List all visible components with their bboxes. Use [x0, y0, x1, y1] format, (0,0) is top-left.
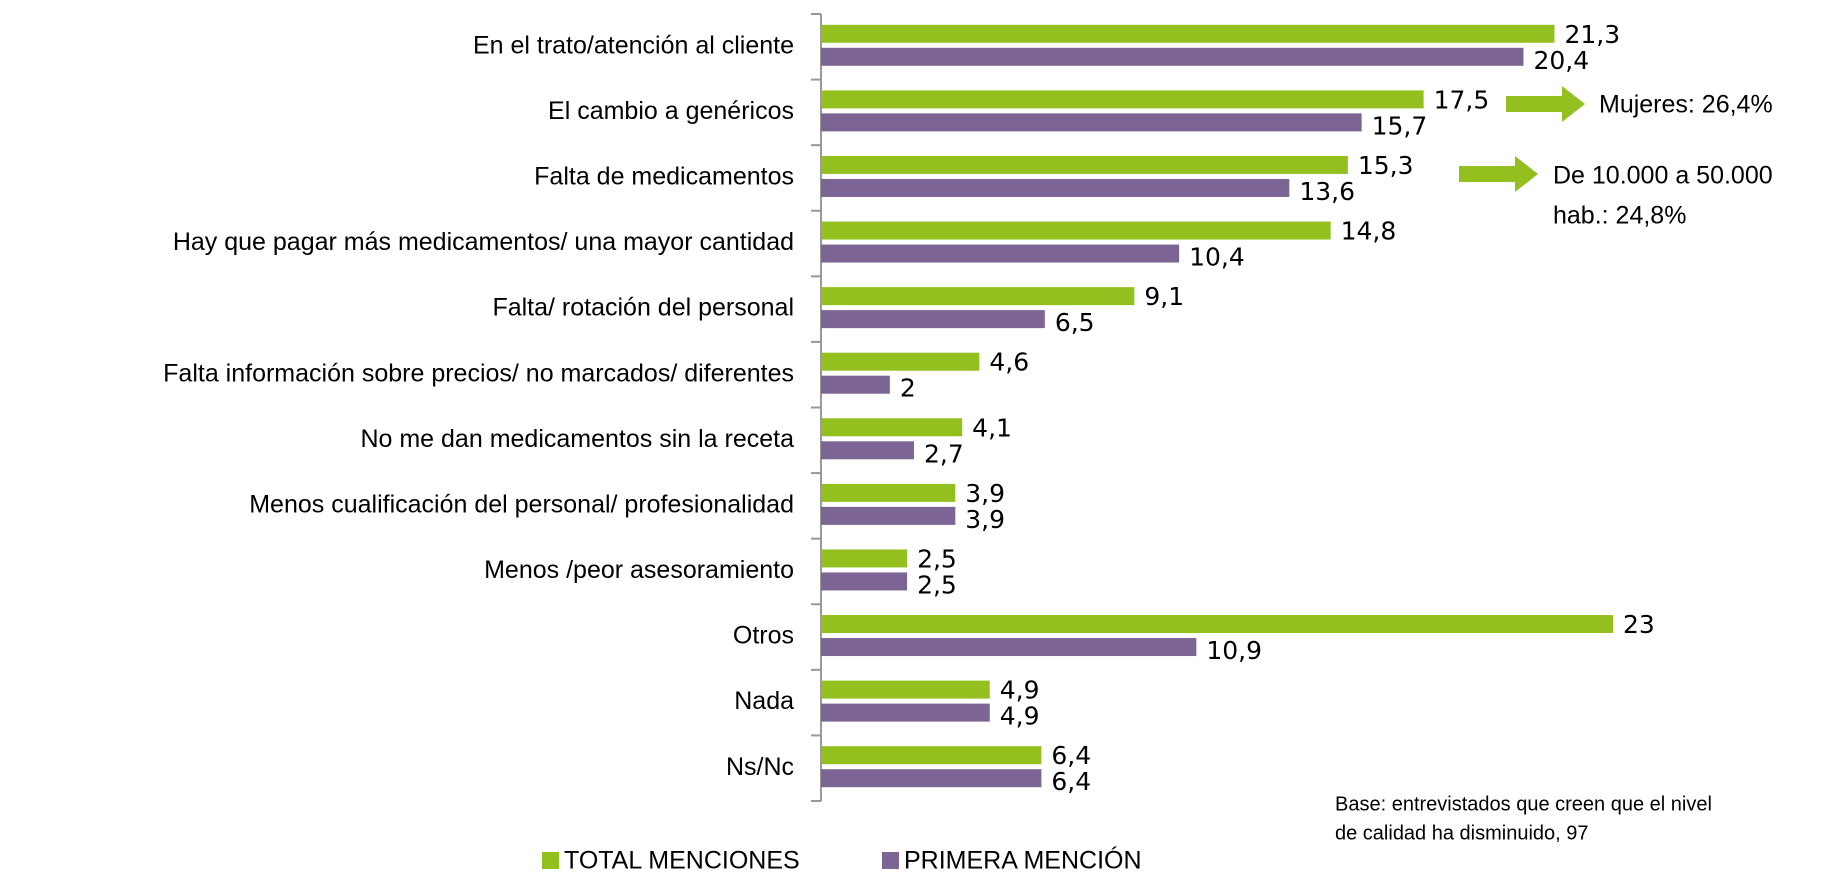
- value-label: 4,9: [1000, 676, 1040, 705]
- category-label: Falta de medicamentos: [534, 163, 794, 191]
- bar: [821, 221, 1331, 240]
- bar: [821, 506, 956, 525]
- value-label: 4,1: [972, 413, 1012, 442]
- category-label: No me dan medicamentos sin la receta: [360, 425, 794, 453]
- value-label: 15,7: [1372, 111, 1428, 140]
- bar: [821, 47, 1524, 66]
- bar: [821, 746, 1042, 765]
- value-label: 6,5: [1055, 308, 1095, 337]
- legend-label: TOTAL MENCIONES: [564, 847, 800, 874]
- bar: [821, 287, 1135, 306]
- legend-swatch: [882, 852, 899, 869]
- bar: [821, 113, 1362, 132]
- annotation: De 10.000 a 50.000: [1553, 162, 1773, 190]
- value-label: 4,9: [1000, 702, 1040, 731]
- category-label: Falta información sobre precios/ no marc…: [163, 359, 794, 387]
- bar: [821, 769, 1042, 788]
- value-label: 2,7: [924, 439, 964, 468]
- bar: [821, 155, 1348, 174]
- value-label: 2,5: [917, 544, 957, 573]
- category-label: Nada: [734, 687, 794, 715]
- annotation: hab.: 24,8%: [1553, 202, 1686, 230]
- value-label: 15,3: [1358, 151, 1414, 180]
- value-label: 4,6: [989, 348, 1029, 377]
- bar: [821, 680, 990, 699]
- value-label: 2,5: [917, 570, 957, 599]
- value-label: 2: [900, 374, 916, 403]
- legend-swatch: [542, 852, 559, 869]
- annotation-arrow: [1459, 156, 1538, 192]
- bar: [821, 615, 1613, 634]
- annotation-arrow: [1506, 86, 1585, 122]
- value-label: 13,6: [1299, 177, 1355, 206]
- bar: [821, 549, 908, 568]
- bar: [821, 483, 956, 502]
- value-label: 3,9: [965, 505, 1005, 534]
- bar: [821, 352, 980, 371]
- bar: [821, 90, 1424, 109]
- value-label: 17,5: [1434, 85, 1490, 114]
- value-label: 10,4: [1189, 243, 1245, 272]
- bar: [821, 24, 1555, 43]
- category-label: Menos /peor asesoramiento: [484, 556, 794, 584]
- value-label: 3,9: [965, 479, 1005, 508]
- bar: [821, 244, 1180, 263]
- value-label: 20,4: [1533, 46, 1589, 75]
- value-label: 6,4: [1051, 741, 1091, 770]
- bar: [821, 638, 1197, 657]
- category-label: Ns/Nc: [726, 753, 794, 781]
- value-label: 14,8: [1341, 217, 1397, 246]
- note: de calidad ha disminuido, 97: [1335, 822, 1589, 844]
- value-label: 10,9: [1206, 636, 1262, 665]
- bar: [821, 572, 908, 591]
- bar: [821, 418, 963, 437]
- category-label: El cambio a genéricos: [548, 97, 794, 125]
- category-label: Falta/ rotación del personal: [492, 294, 794, 322]
- bar: [821, 178, 1290, 197]
- category-label: Menos cualificación del personal/ profes…: [249, 490, 794, 518]
- value-label: 9,1: [1144, 282, 1184, 311]
- annotation: Mujeres: 26,4%: [1599, 91, 1773, 119]
- legend-label: PRIMERA MENCIÓN: [904, 846, 1142, 874]
- category-label: Hay que pagar más medicamentos/ una mayo…: [173, 228, 794, 256]
- bar: [821, 310, 1045, 329]
- value-label: 23: [1623, 610, 1655, 639]
- bar: [821, 375, 890, 394]
- category-label: En el trato/atención al cliente: [473, 31, 794, 59]
- bar: [821, 703, 990, 722]
- note: Base: entrevistados que creen que el niv…: [1335, 793, 1712, 815]
- value-label: 6,4: [1051, 767, 1091, 796]
- bar: [821, 441, 914, 460]
- value-label: 21,3: [1564, 20, 1620, 49]
- category-label: Otros: [733, 622, 794, 650]
